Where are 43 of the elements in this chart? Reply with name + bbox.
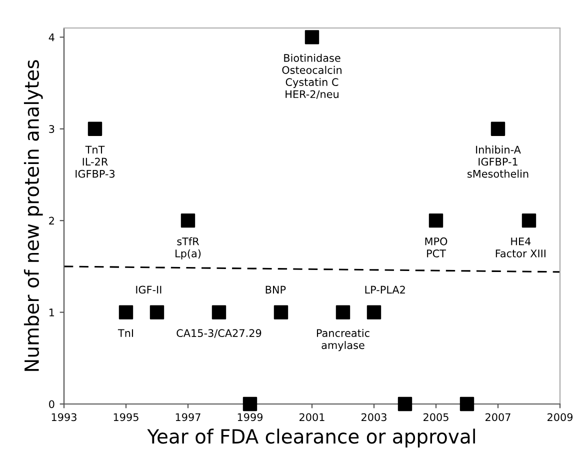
y-tick-label: 0: [49, 400, 54, 408]
annotation: BNP: [266, 286, 286, 294]
annotation: HE4 Factor XIII: [496, 238, 546, 258]
y-tick-label: 3: [49, 125, 54, 133]
point: [336, 305, 350, 320]
point: [428, 213, 444, 228]
point: [150, 305, 164, 320]
annotation: TnI: [118, 329, 133, 337]
point: [212, 305, 226, 320]
annotation: MPO PCT: [425, 237, 448, 258]
x-tick-label: 2005: [424, 413, 448, 422]
y-tick-label: 1: [49, 308, 54, 316]
x-tick-label: 2001: [300, 413, 324, 422]
point: [366, 305, 382, 320]
y-tick-label: 2: [49, 216, 54, 225]
y-axis-title: Number of new protein analytes: [24, 60, 43, 371]
point: [242, 396, 258, 412]
point: [88, 122, 102, 136]
x-tick-label: 2009: [548, 413, 573, 422]
annotation: Inhibin-A IGFBP-1 sMesothelin: [468, 146, 528, 178]
x-tick-label: 2007: [486, 413, 510, 422]
point: [180, 213, 196, 228]
annotation: LP-PLA2: [365, 286, 405, 294]
x-tick-label: 1993: [52, 413, 76, 422]
annotation: sTfR Lp(a): [176, 237, 201, 260]
x-tick-label: 1995: [114, 413, 138, 422]
point: [398, 396, 412, 412]
point: [490, 122, 506, 136]
x-tick-label: 1999: [238, 413, 263, 422]
annotation: TnT IL-2R IGFBP-3: [76, 146, 115, 178]
point: [118, 305, 134, 320]
point: [274, 305, 288, 320]
point: [304, 30, 320, 44]
annotation: Pancreatic amylase: [316, 328, 370, 352]
annotation: Biotinidase Osteocalcin Cystatin C HER-2/neu: [282, 54, 342, 99]
y-tick-label: 4: [48, 34, 54, 42]
point: [522, 213, 536, 228]
annotation: IGF-II: [136, 286, 162, 294]
annotation: CA15-3/CA27.29: [176, 329, 262, 338]
x-tick-label: 1997: [176, 413, 200, 422]
point: [460, 396, 474, 412]
x-tick-label: 2003: [362, 413, 386, 422]
x-axis-title: Year of FDA clearance or approval: [147, 428, 475, 448]
